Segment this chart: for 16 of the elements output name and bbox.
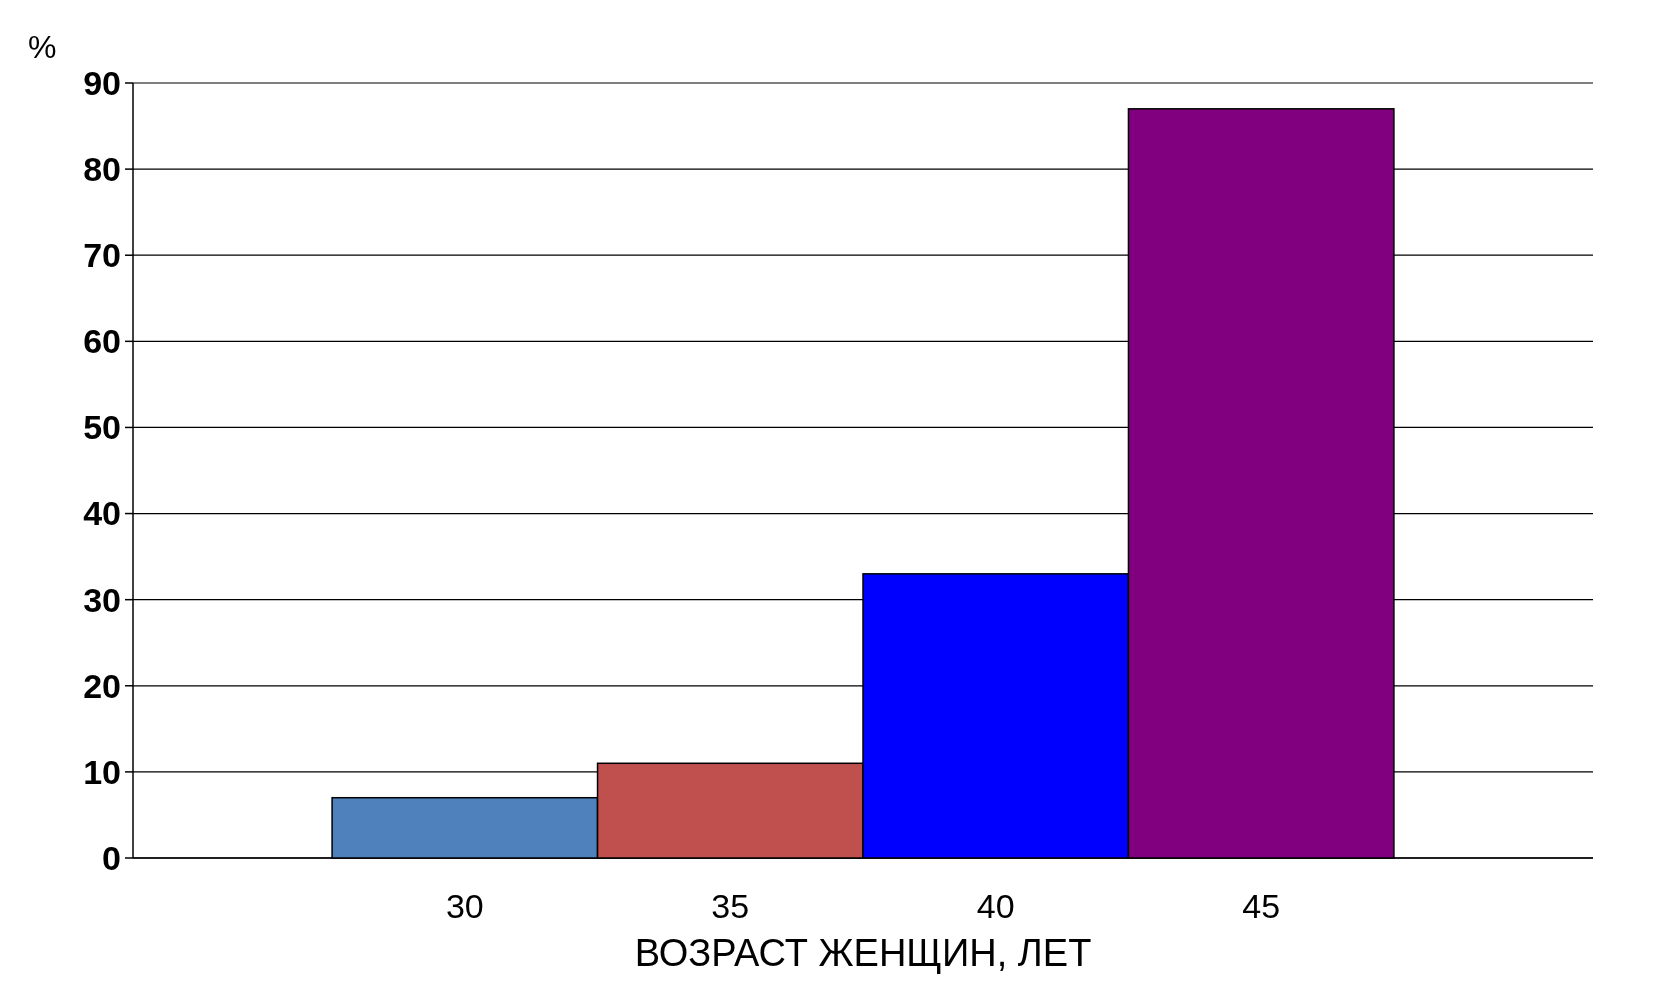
y-tick-label: 90 xyxy=(83,63,121,102)
y-tick-label: 50 xyxy=(83,408,121,447)
y-axis-title: % xyxy=(28,29,57,65)
x-tick-label: 45 xyxy=(1242,887,1281,925)
x-tick-label: 30 xyxy=(445,887,484,925)
y-tick-label: 40 xyxy=(83,494,121,533)
x-axis-title: ВОЗРАСТ ЖЕНЩИН, ЛЕТ xyxy=(634,932,1092,974)
y-tick-label: 60 xyxy=(83,322,121,361)
y-tick-label: 10 xyxy=(83,752,121,791)
y-tick-label: 0 xyxy=(102,838,121,877)
y-tick-label: 20 xyxy=(83,666,121,705)
y-tick-label: 70 xyxy=(83,236,121,275)
x-tick-label: 40 xyxy=(976,887,1015,925)
y-tick-label: 30 xyxy=(83,580,121,619)
x-tick-label: 35 xyxy=(711,887,750,925)
y-tick-label: 80 xyxy=(83,150,121,189)
